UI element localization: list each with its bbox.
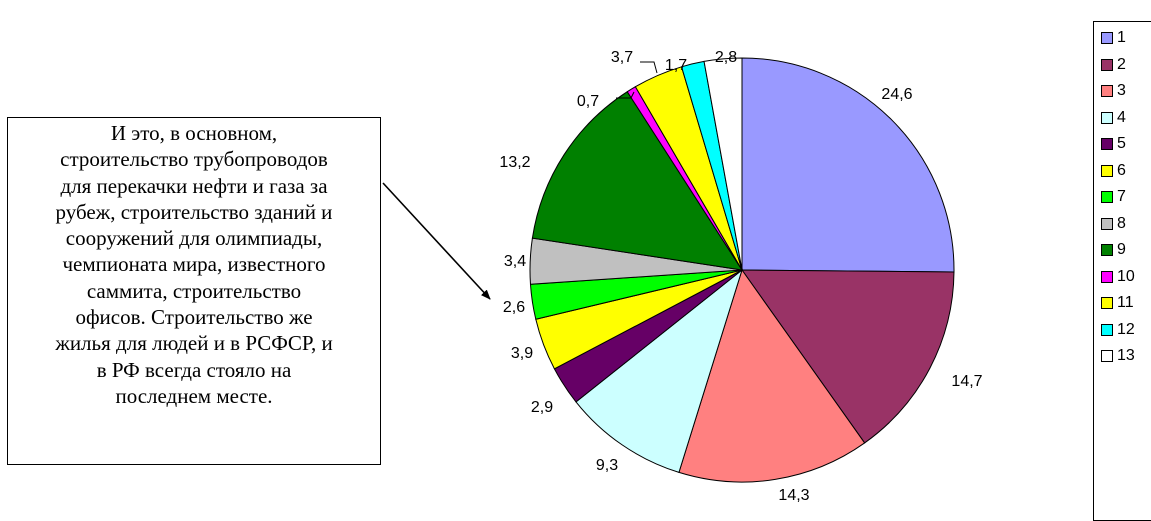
- legend-swatch: [1101, 85, 1113, 97]
- legend-label: 9: [1117, 241, 1126, 259]
- callout-line: сооружений для олимпиады,: [8, 225, 380, 251]
- data-label: 2,9: [531, 399, 553, 416]
- callout-line: И это, в основном,: [8, 120, 380, 146]
- data-label: 9,3: [596, 457, 618, 474]
- callout-line: последнем месте.: [8, 383, 380, 409]
- legend-label: 11: [1117, 294, 1134, 312]
- data-label: 2,6: [503, 299, 525, 316]
- callout-line: чемпионата мира, известного: [8, 251, 380, 277]
- callout-line: саммита, строительство: [8, 278, 380, 304]
- data-label: 3,7: [611, 49, 633, 66]
- legend-swatch: [1101, 191, 1113, 203]
- legend-label: 6: [1117, 162, 1126, 180]
- callout-arrow: [383, 183, 490, 299]
- callout-line: строительство трубопроводов: [8, 146, 380, 172]
- data-label: 3,9: [511, 345, 533, 362]
- pie-slices: [530, 58, 954, 482]
- legend-label: 3: [1117, 82, 1126, 100]
- legend-swatch: [1101, 112, 1113, 124]
- legend-swatch: [1101, 244, 1113, 256]
- legend-swatch: [1101, 138, 1113, 150]
- data-label: 2,8: [715, 49, 737, 66]
- legend-label: 8: [1117, 215, 1126, 233]
- legend-label: 5: [1117, 135, 1126, 153]
- legend-swatch: [1101, 165, 1113, 177]
- data-label: 0,7: [577, 93, 599, 110]
- data-label: 24,6: [881, 86, 912, 103]
- legend-swatch: [1101, 32, 1113, 44]
- data-label: 1,7: [665, 57, 687, 74]
- legend-label: 10: [1117, 268, 1135, 286]
- pie-slice-1: [742, 58, 954, 272]
- data-label: 14,7: [951, 373, 982, 390]
- legend-label: 7: [1117, 188, 1126, 206]
- legend-swatch: [1101, 297, 1113, 309]
- legend-label: 1: [1117, 29, 1126, 47]
- legend-swatch: [1101, 218, 1113, 230]
- chart-legend: 1 2 3 4 5 6 7 8 9 10 11 12 13: [1093, 21, 1151, 521]
- legend-swatch: [1101, 59, 1113, 71]
- data-label: 14,3: [778, 487, 809, 504]
- callout-line: жилья для людей и в РСФСР, и: [8, 330, 380, 356]
- callout-line: для перекачки нефти и газа за: [8, 173, 380, 199]
- annotation-callout: И это, в основном, строительство трубопр…: [7, 117, 381, 465]
- legend-swatch: [1101, 350, 1113, 362]
- callout-line: офисов. Строительство же: [8, 304, 380, 330]
- callout-line: рубеж, строительство зданий и: [8, 199, 380, 225]
- legend-label: 4: [1117, 109, 1126, 127]
- legend-label: 13: [1117, 347, 1135, 365]
- legend-swatch: [1101, 324, 1113, 336]
- callout-line: в РФ всегда стояло на: [8, 357, 380, 383]
- data-label: 3,4: [504, 253, 526, 270]
- legend-label: 12: [1117, 321, 1135, 339]
- leader-line: [640, 62, 657, 73]
- legend-label: 2: [1117, 56, 1126, 74]
- legend-swatch: [1101, 271, 1113, 283]
- data-label: 13,2: [499, 154, 530, 171]
